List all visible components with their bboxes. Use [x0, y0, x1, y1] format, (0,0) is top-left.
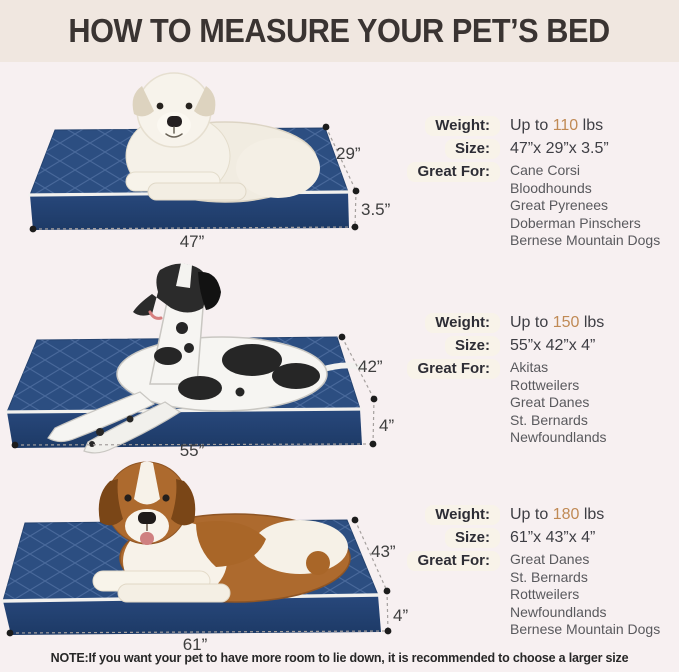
weight-value: Up to 180 lbs [510, 506, 605, 523]
breed-item: St. Bernards [510, 568, 588, 585]
breed-item: Cane Corsi [510, 162, 581, 178]
great-for-label-pill: Great For: [407, 162, 500, 182]
breed-item: Great Danes [510, 394, 590, 411]
height-dimension-label: 3.5” [361, 200, 391, 219]
bed-scene-medium: 42” 4” 55” [5, 263, 394, 457]
width-dimension-label: 55” [180, 441, 205, 457]
breed-item: Akitas [510, 359, 549, 375]
size-label-pill: Size: [444, 336, 500, 356]
size-row: Size: 47”x 29”x 3.5” [402, 139, 679, 159]
breed-item: Bloodhounds [510, 179, 592, 196]
dog-ear [194, 86, 216, 117]
size-value: 55”x 42”x 4” [510, 337, 596, 354]
great-for-row: Great For: Great Danes St. Bernards Rott… [402, 551, 679, 639]
page-title: HOW TO MEASURE YOUR PET’S BED [68, 12, 611, 49]
weight-row: Weight: Up to 180 lbs [402, 505, 679, 525]
size-value: 61”x 43”x 4” [510, 529, 596, 546]
breed-item: Great Danes [510, 551, 590, 567]
depth-dimension-label: 43” [371, 542, 396, 561]
weight-label-pill: Weight: [425, 313, 500, 333]
breed-item: Rottweilers [510, 376, 580, 393]
bed-scene-large: 43” 4” 61” [1, 461, 408, 654]
depth-dimension-label: 29” [336, 144, 361, 163]
weight-number: 150 [552, 314, 580, 331]
breed-item: Newfoundlands [510, 603, 607, 620]
dog-ear [98, 479, 123, 526]
size-value: 47”x 29”x 3.5” [510, 140, 609, 157]
dimension-annotations-small: 29” 3.5” 47” [29, 123, 391, 251]
breed-list: Akitas Rottweilers Great Danes St. Berna… [510, 359, 607, 447]
breed-item: Great Pyrenees [510, 197, 609, 214]
width-dimension-label: 61” [183, 635, 208, 654]
breed-item: Rottweilers [510, 586, 580, 603]
weight-value: Up to 150 lbs [510, 314, 605, 331]
depth-dimension-label: 42” [358, 357, 383, 376]
white-dog-illustration [125, 72, 320, 203]
great-dane-illustration [47, 263, 365, 454]
weight-number: 180 [552, 506, 580, 523]
breed-item: Bernese Mountain Dogs [510, 621, 661, 638]
dog-ear [198, 271, 221, 310]
bed-scene-small: 29” 3.5” 47” [28, 72, 391, 251]
dog-ear [171, 479, 196, 526]
breed-list: Great Danes St. Bernards Rottweilers New… [510, 551, 660, 639]
info-panel-large: Weight: Up to 180 lbs Size: 61”x 43”x 4”… [402, 505, 679, 642]
weight-label-pill: Weight: [425, 505, 500, 525]
saint-bernard-illustration [92, 461, 351, 603]
great-for-label-pill: Great For: [407, 551, 500, 571]
weight-label-pill: Weight: [425, 116, 500, 136]
dog-head [133, 263, 209, 316]
size-label-pill: Size: [444, 139, 500, 159]
weight-value: Up to 110 lbs [510, 117, 604, 134]
weight-row: Weight: Up to 110 lbs [402, 116, 679, 136]
dog-ear [132, 86, 154, 117]
great-for-row: Great For: Akitas Rottweilers Great Dane… [402, 359, 679, 447]
header-band: HOW TO MEASURE YOUR PET’S BED [0, 0, 679, 62]
height-dimension-label: 4” [379, 416, 394, 435]
info-panel-medium: Weight: Up to 150 lbs Size: 55”x 42”x 4”… [402, 313, 679, 450]
weight-row: Weight: Up to 150 lbs [402, 313, 679, 333]
dimension-annotations-large: 43” 4” 61” [6, 516, 408, 654]
great-for-row: Great For: Cane Corsi Bloodhounds Great … [402, 162, 679, 250]
size-label-pill: Size: [444, 528, 500, 548]
dimension-annotations-medium: 42” 4” 55” [11, 333, 394, 457]
breed-item: Doberman Pinschers [510, 214, 641, 231]
note-text: NOTE:If you want your pet to have more r… [50, 651, 629, 665]
size-row: Size: 55”x 42”x 4” [402, 336, 679, 356]
breed-item: Bernese Mountain Dogs [510, 232, 661, 249]
size-row: Size: 61”x 43”x 4” [402, 528, 679, 548]
info-panel-small: Weight: Up to 110 lbs Size: 47”x 29”x 3.… [402, 116, 679, 253]
breed-list: Cane Corsi Bloodhounds Great Pyrenees Do… [510, 162, 660, 250]
weight-number: 110 [552, 117, 579, 134]
breed-item: St. Bernards [510, 411, 588, 428]
width-dimension-label: 47” [180, 232, 205, 251]
breed-item: Newfoundlands [510, 429, 607, 446]
great-for-label-pill: Great For: [407, 359, 500, 379]
dog-tongue [140, 532, 154, 545]
height-dimension-label: 4” [393, 606, 408, 625]
